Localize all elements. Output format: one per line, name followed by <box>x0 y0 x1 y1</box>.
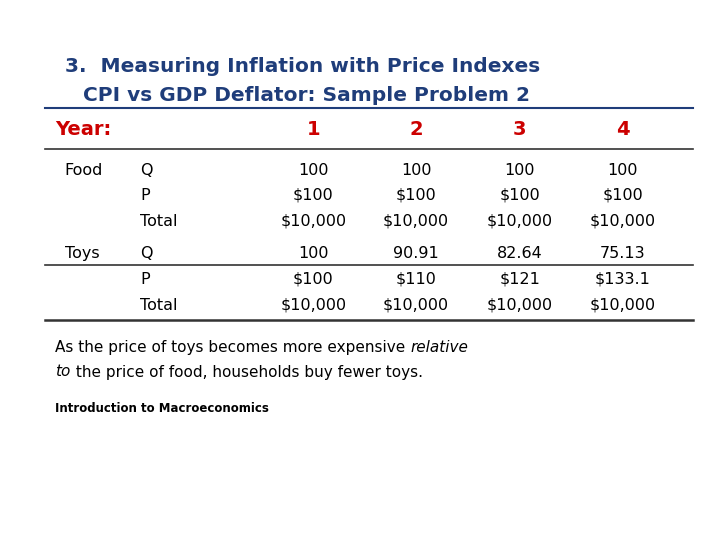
Text: to: to <box>55 364 71 380</box>
Text: $121: $121 <box>500 272 540 287</box>
Text: 100: 100 <box>298 246 328 261</box>
Text: $100: $100 <box>603 188 643 203</box>
Text: Q: Q <box>140 163 153 178</box>
Text: $100: $100 <box>293 188 333 203</box>
Text: $10,000: $10,000 <box>383 214 449 229</box>
Text: $10,000: $10,000 <box>280 298 346 313</box>
Text: 2: 2 <box>410 120 423 139</box>
Text: 100: 100 <box>505 163 535 178</box>
Text: 100: 100 <box>608 163 638 178</box>
Text: $10,000: $10,000 <box>590 298 656 313</box>
Text: 3.  Measuring Inflation with Price Indexes: 3. Measuring Inflation with Price Indexe… <box>65 57 540 76</box>
Text: 3: 3 <box>513 120 526 139</box>
Text: relative: relative <box>410 340 469 355</box>
Text: Year:: Year: <box>55 120 112 139</box>
Text: 4: 4 <box>616 120 629 139</box>
Text: Toys: Toys <box>65 246 99 261</box>
Text: 100: 100 <box>401 163 431 178</box>
Text: CPI vs GDP Deflator: Sample Problem 2: CPI vs GDP Deflator: Sample Problem 2 <box>83 86 530 105</box>
Text: $110: $110 <box>396 272 436 287</box>
Text: $10,000: $10,000 <box>590 214 656 229</box>
Text: $10,000: $10,000 <box>487 214 553 229</box>
Text: P: P <box>140 188 150 203</box>
Text: $10,000: $10,000 <box>383 298 449 313</box>
Text: $10,000: $10,000 <box>487 298 553 313</box>
Text: Total: Total <box>140 214 178 229</box>
Text: the price of food, households buy fewer toys.: the price of food, households buy fewer … <box>71 364 423 380</box>
Text: 75.13: 75.13 <box>600 246 646 261</box>
Text: $10,000: $10,000 <box>280 214 346 229</box>
Text: Introduction to Macroeconomics: Introduction to Macroeconomics <box>55 402 269 415</box>
Text: 1: 1 <box>307 120 320 139</box>
Text: Total: Total <box>140 298 178 313</box>
Text: 82.64: 82.64 <box>497 246 543 261</box>
Text: $100: $100 <box>396 188 436 203</box>
Text: P: P <box>140 272 150 287</box>
Text: Q: Q <box>140 246 153 261</box>
Text: Food: Food <box>65 163 103 178</box>
Text: 100: 100 <box>298 163 328 178</box>
Text: 90.91: 90.91 <box>393 246 439 261</box>
Text: $133.1: $133.1 <box>595 272 651 287</box>
Text: $100: $100 <box>293 272 333 287</box>
Text: As the price of toys becomes more expensive: As the price of toys becomes more expens… <box>55 340 410 355</box>
Text: $100: $100 <box>500 188 540 203</box>
